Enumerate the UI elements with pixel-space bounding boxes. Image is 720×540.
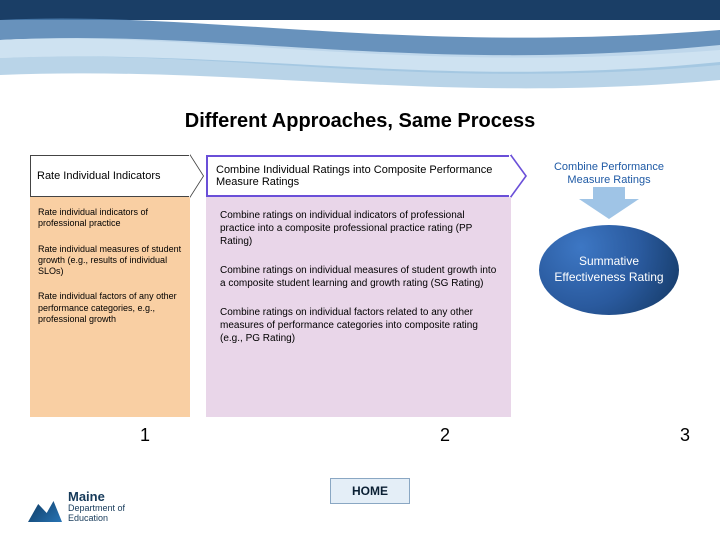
stage-2-item: Combine ratings on individual indicators… [220,209,497,248]
wave-graphic [0,0,720,95]
down-arrow-icon [579,199,639,219]
stage-2-header: Combine Individual Ratings into Composit… [206,155,511,197]
stage-1-body: Rate individual indicators of profession… [30,197,190,417]
stage-3: Combine Performance Measure Ratings Summ… [529,155,689,440]
step-number-2: 2 [440,425,450,446]
process-diagram: Rate Individual Indicators Rate individu… [30,155,690,440]
step-number-1: 1 [140,425,150,446]
logo-text: Maine Department of Education [68,490,125,524]
stage-1-header: Rate Individual Indicators [30,155,190,197]
logo-line1: Maine [68,490,125,504]
stage-1-item: Rate individual measures of student grow… [38,244,182,278]
home-button[interactable]: HOME [330,478,410,504]
summative-oval: Summative Effectiveness Rating [539,225,679,315]
home-button-label: HOME [352,484,388,498]
stage-1-item: Rate individual factors of any other per… [38,291,182,325]
logo-line3: Education [68,513,108,523]
logo-mark-icon [28,492,62,522]
stage-1: Rate Individual Indicators Rate individu… [30,155,190,440]
stage-1-item: Rate individual indicators of profession… [38,207,182,230]
stage-2-body: Combine ratings on individual indicators… [206,197,511,417]
stage-2: Combine Individual Ratings into Composit… [206,155,511,440]
slide-title: Different Approaches, Same Process [0,110,720,133]
maine-doe-logo: Maine Department of Education [28,490,125,524]
logo-line2: Department of [68,503,125,513]
stage-2-item: Combine ratings on individual factors re… [220,306,497,345]
step-number-3: 3 [680,425,690,446]
stage-2-item: Combine ratings on individual measures o… [220,264,497,290]
header-band [0,0,720,95]
